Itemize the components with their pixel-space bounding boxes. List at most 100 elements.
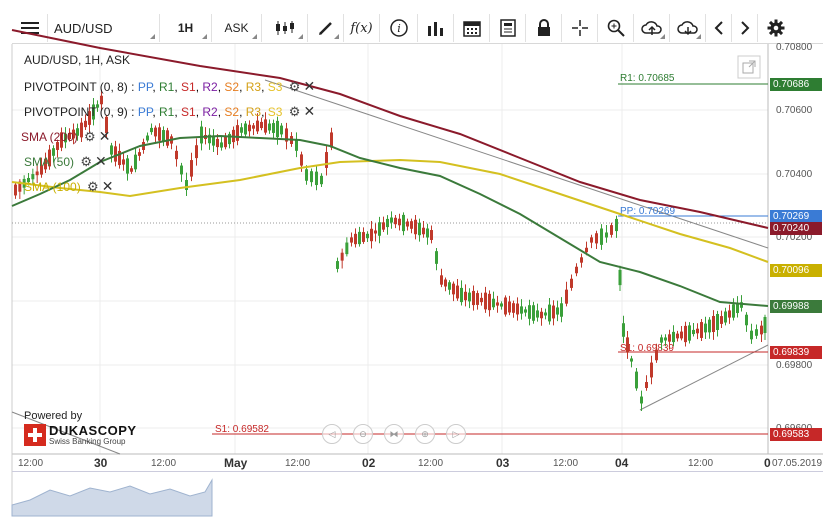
close-icon[interactable]: ✕	[98, 128, 111, 144]
time-tick-day: 02	[362, 456, 376, 470]
candle-up	[185, 180, 188, 190]
candle-down	[175, 150, 178, 160]
triangle-right-icon: ▷	[452, 428, 460, 439]
reset-zoom-button[interactable]: ⧓	[384, 424, 404, 444]
dropdown-corner-icon	[298, 34, 303, 39]
candle-up	[212, 136, 215, 146]
gear-icon[interactable]: ⚙	[288, 79, 301, 94]
candle-up	[704, 323, 707, 333]
zoom-button[interactable]	[598, 14, 634, 42]
info-button[interactable]: i	[380, 14, 418, 42]
side-selector[interactable]: ASK	[212, 14, 262, 42]
draw-button[interactable]	[308, 14, 344, 42]
candle-up	[27, 177, 30, 183]
candle-up	[605, 232, 608, 238]
settings-button[interactable]	[758, 14, 794, 42]
time-navigator[interactable]	[12, 471, 823, 517]
candle-down	[118, 150, 121, 166]
candle-up	[220, 142, 223, 148]
candle-up	[280, 125, 283, 135]
candle-up	[688, 325, 691, 341]
time-tick-day: 04	[615, 456, 629, 470]
gear-icon[interactable]: ⚙	[87, 179, 99, 194]
nav-forward-button[interactable]: ▷	[446, 424, 466, 444]
pivot2-s3: S3	[267, 105, 283, 119]
gear-icon[interactable]: ⚙	[288, 104, 301, 119]
sma200-label: SMA (200)	[21, 130, 78, 144]
candle-up	[560, 303, 563, 317]
candle-down	[195, 145, 198, 159]
calendar-button[interactable]	[454, 14, 490, 42]
chart-type-button[interactable]	[262, 14, 308, 42]
scroll-left-button[interactable]	[706, 14, 732, 42]
expand-chart-icon[interactable]	[737, 55, 761, 79]
crosshair-button[interactable]	[562, 14, 598, 42]
price-tick-top: 0.70800	[776, 42, 813, 53]
zoom-in-button[interactable]: ⊕	[415, 424, 435, 444]
news-button[interactable]	[490, 14, 526, 42]
candle-down	[488, 293, 491, 311]
candle-down	[410, 221, 413, 229]
pivot2-name: PIVOTPOINT (0, 9)	[24, 105, 128, 119]
candle-down	[668, 334, 671, 342]
scroll-right-button[interactable]	[732, 14, 758, 42]
candle-down	[370, 228, 373, 242]
volume-button[interactable]	[418, 14, 454, 42]
candle-up	[305, 169, 308, 181]
candle-up	[295, 139, 298, 151]
time-tick-day: 30	[94, 456, 108, 470]
candle-down	[224, 136, 227, 148]
indicators-button[interactable]: f(x)	[344, 14, 380, 42]
candle-down	[480, 297, 483, 303]
candle-down	[100, 95, 103, 105]
candle-up	[162, 130, 165, 142]
close-icon[interactable]: ✕	[303, 78, 316, 94]
save-cloud-button[interactable]	[634, 14, 670, 42]
candle-down	[504, 297, 507, 315]
candle-down	[248, 124, 251, 132]
timeframe-selector[interactable]: 1H	[160, 14, 212, 42]
candle-down	[48, 149, 51, 167]
candle-down	[256, 120, 259, 132]
candle-down	[35, 171, 39, 176]
candle-up	[750, 330, 753, 340]
nav-back-button[interactable]: ◁	[322, 424, 342, 444]
candle-up	[544, 312, 547, 316]
gear-icon[interactable]: ⚙	[80, 154, 93, 169]
candle-up	[435, 251, 438, 264]
lock-button[interactable]	[526, 14, 562, 42]
candle-down	[88, 111, 91, 125]
zoom-out-button[interactable]: ⊖	[353, 424, 373, 444]
candle-up	[320, 175, 323, 185]
candle-up	[618, 269, 622, 286]
candle-down	[422, 227, 425, 235]
legend-pivot2: PIVOTPOINT (0, 9) : PP, R1, S1, R2, S2, …	[24, 103, 316, 119]
price-tick: 0.70600	[776, 105, 813, 116]
zoom-in-icon: ⊕	[421, 428, 429, 439]
candle-up	[64, 133, 67, 143]
price-tick: 0.70400	[776, 169, 813, 180]
cloud-download-icon	[676, 21, 698, 36]
candle-up	[640, 396, 643, 404]
candle-down	[590, 237, 593, 243]
candle-down	[456, 285, 459, 299]
candle-up	[615, 218, 618, 232]
close-icon[interactable]: ✕	[101, 178, 114, 194]
gear-icon[interactable]: ⚙	[84, 129, 96, 144]
candle-down	[216, 138, 219, 148]
pivot2-s2: S2	[224, 105, 240, 119]
pivot1-r1: R1	[158, 80, 175, 94]
candle-up	[240, 127, 243, 133]
symbol-selector[interactable]: AUD/USD	[48, 14, 160, 42]
dropdown-corner-icon	[150, 34, 155, 39]
candle-down	[18, 181, 22, 192]
pivot2-pp: PP	[137, 105, 153, 119]
pivot1-r2: R2	[202, 80, 218, 94]
candle-down	[236, 125, 239, 141]
swiss-cross-icon	[24, 424, 46, 446]
close-icon[interactable]: ✕	[303, 103, 316, 119]
candle-down	[580, 257, 583, 263]
load-cloud-button[interactable]	[670, 14, 706, 42]
close-icon[interactable]: ✕	[95, 153, 107, 169]
